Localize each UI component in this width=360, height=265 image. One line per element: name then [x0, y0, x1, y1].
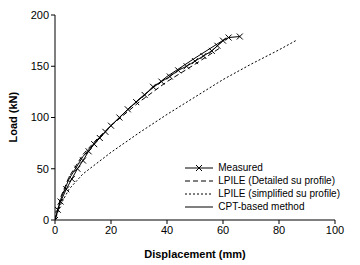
svg-text:Load (kN): Load (kN) — [8, 91, 19, 142]
svg-text:0: 0 — [43, 214, 49, 226]
svg-text:50: 50 — [37, 163, 49, 175]
svg-text:200: 200 — [31, 9, 49, 21]
svg-text:60: 60 — [217, 224, 229, 236]
svg-text:20: 20 — [105, 224, 117, 236]
svg-text:150: 150 — [31, 60, 49, 72]
svg-text:0: 0 — [52, 224, 58, 236]
svg-text:Displacement (mm): Displacement (mm) — [144, 248, 246, 260]
html-text:LPILE (Detailed su profile): LPILE (Detailed su profile) — [218, 175, 335, 186]
svg-text:100: 100 — [326, 224, 344, 236]
html-text:CPT-based method: CPT-based method — [218, 201, 305, 212]
html-text:LPILE (simplified su profile): LPILE (simplified su profile) — [218, 188, 340, 199]
svg-text:100: 100 — [31, 111, 49, 123]
svg-text:40: 40 — [161, 224, 173, 236]
html-text:Measured: Measured — [218, 162, 263, 173]
svg-text:80: 80 — [273, 224, 285, 236]
